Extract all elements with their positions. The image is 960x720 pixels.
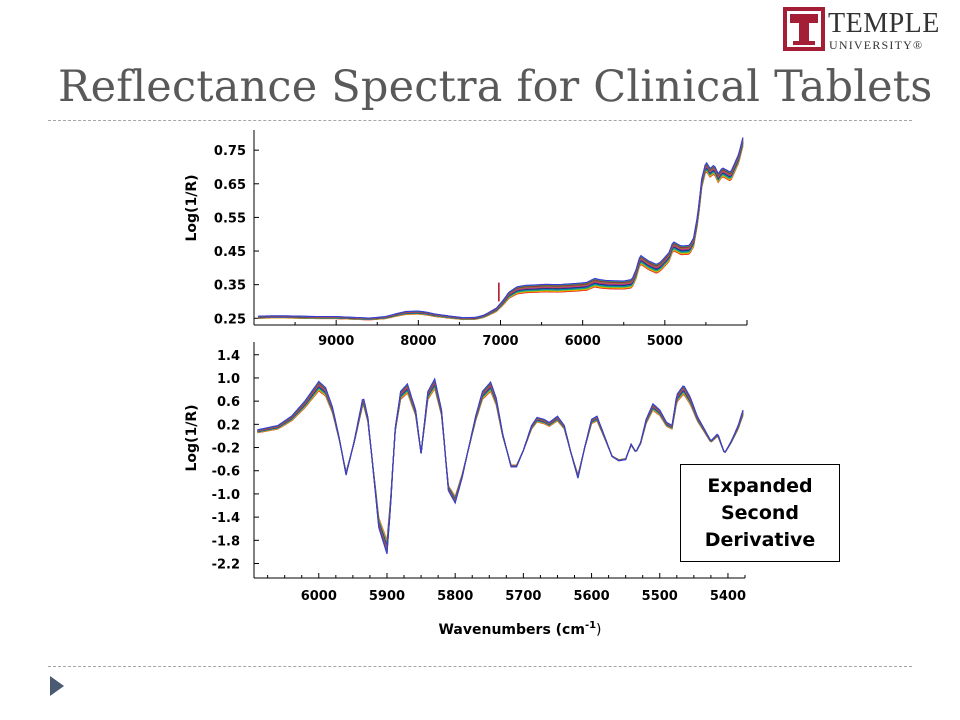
bottom-x-tick-label: 5600 (573, 589, 609, 604)
top-spectrum-line (258, 145, 743, 320)
top-spectrum-line (258, 146, 743, 320)
top-y-tick-label: 0.55 (214, 211, 246, 226)
bottom-spectrum-line (257, 389, 743, 541)
top-y-tick-label: 0.45 (214, 245, 246, 260)
bottom-y-tick-label: -1.8 (212, 534, 240, 549)
top-y-tick-label: 0.35 (214, 279, 246, 294)
x-axis-title-main: Wavenumbers (cm (438, 622, 584, 638)
top-spectrum-line (258, 141, 743, 318)
top-x-tick-label: 6000 (565, 334, 601, 349)
bottom-y-tick-label: -0.2 (212, 442, 240, 457)
top-spectrum-line (258, 143, 743, 319)
bottom-y-tick-label: 0.2 (217, 418, 240, 433)
top-spectrum-line (258, 139, 743, 319)
x-axis-title-close: ) (596, 622, 601, 638)
top-y-axis-title: Log(1/R) (184, 175, 200, 242)
bottom-spectrum-line (257, 386, 743, 543)
bottom-x-tick-label: 5700 (505, 589, 541, 604)
top-y-tick-label: 0.65 (214, 178, 246, 193)
bottom-x-axis-title: Wavenumbers (cm-1) (438, 620, 601, 638)
callout-text: Expanded Second Derivative (705, 473, 816, 554)
top-x-tick-label: 8000 (400, 334, 436, 349)
top-spectrum-line (258, 144, 743, 319)
top-x-tick-label: 9000 (318, 334, 354, 349)
top-y-tick-label: 0.25 (214, 312, 246, 327)
bottom-spectrum-line (257, 387, 743, 543)
top-y-tick-label: 0.75 (214, 144, 246, 159)
top-spectrum-line (258, 146, 743, 320)
bottom-y-tick-label: -1.0 (212, 488, 240, 503)
top-spectrum-line (258, 139, 743, 318)
bottom-y-tick-label: -0.6 (212, 465, 240, 480)
bottom-y-tick-label: 1.0 (217, 372, 240, 387)
bottom-spectrum-line (257, 386, 743, 545)
top-spectrum-line (258, 138, 743, 318)
bottom-spectrum-line (257, 385, 743, 546)
top-spectrum-line (258, 140, 743, 319)
top-spectrum-line (258, 142, 743, 319)
bottom-y-tick-label: -2.2 (212, 558, 240, 573)
top-spectrum-line (258, 137, 743, 318)
top-spectrum-line (258, 143, 743, 319)
spectra-figure: 900080007000600050000.250.350.450.550.65… (0, 0, 960, 720)
bottom-x-tick-label: 6000 (301, 589, 337, 604)
bottom-x-tick-label: 5500 (642, 589, 678, 604)
bottom-y-tick-label: -1.4 (212, 511, 240, 526)
top-x-tick-label: 5000 (647, 334, 683, 349)
bottom-spectrum-line (257, 388, 743, 542)
bottom-y-tick-label: 0.6 (217, 395, 240, 410)
expanded-second-derivative-callout: Expanded Second Derivative (680, 464, 840, 562)
top-x-tick-label: 7000 (482, 334, 518, 349)
bottom-x-tick-label: 5400 (710, 589, 746, 604)
bottom-x-tick-label: 5800 (437, 589, 473, 604)
x-axis-title-superscript: -1 (585, 620, 596, 631)
bottom-y-tick-label: 1.4 (217, 349, 240, 364)
bottom-x-tick-label: 5900 (369, 589, 405, 604)
bottom-y-axis-title: Log(1/R) (184, 405, 200, 472)
top-spectrum-line (258, 141, 743, 319)
